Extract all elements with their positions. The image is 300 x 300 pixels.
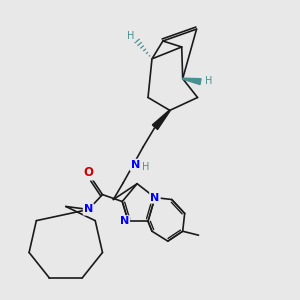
- Text: N: N: [130, 160, 140, 170]
- Text: H: H: [205, 76, 212, 85]
- Text: N: N: [84, 204, 93, 214]
- Text: H: H: [142, 162, 150, 172]
- Text: H: H: [128, 31, 135, 41]
- Text: O: O: [84, 166, 94, 179]
- Text: N: N: [150, 193, 160, 202]
- Polygon shape: [152, 110, 170, 130]
- Polygon shape: [183, 78, 201, 85]
- Text: N: N: [120, 216, 129, 226]
